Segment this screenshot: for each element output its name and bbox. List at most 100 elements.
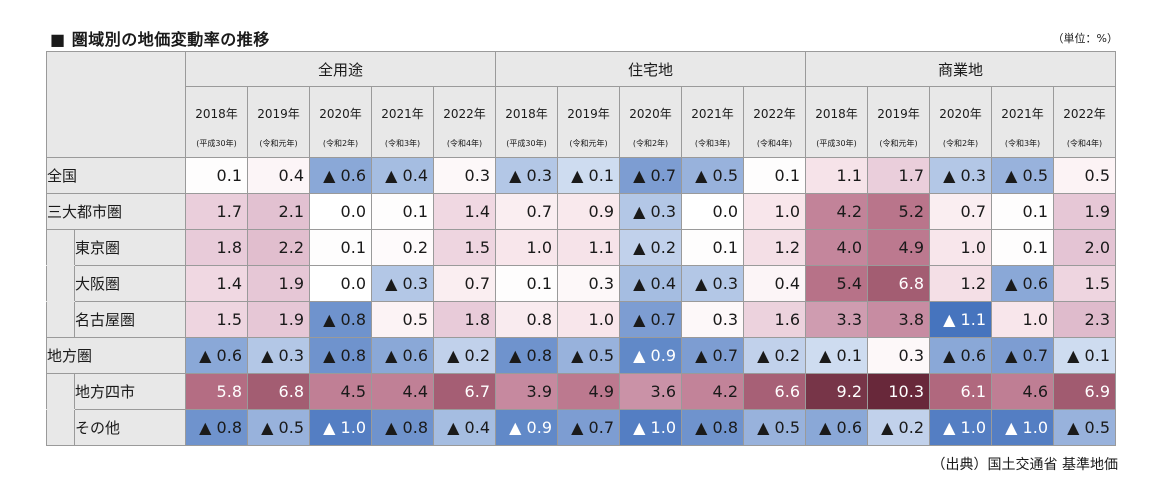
year-label: 2019年 — [257, 107, 300, 121]
value-cell: 5.4 — [805, 265, 868, 302]
era-label: (令和3年) — [694, 139, 731, 148]
value-cell: 1.5 — [1053, 265, 1116, 302]
value-cell: 1.0 — [929, 229, 992, 266]
year-header: 2019年 (令和元年) — [247, 86, 310, 158]
value-cell: 0.1 — [495, 265, 558, 302]
value-cell: ▲ 0.7 — [619, 301, 682, 338]
year-header: 2021年 (令和3年) — [991, 86, 1054, 158]
value-cell: 1.1 — [805, 157, 868, 194]
value-cell: 1.0 — [557, 301, 620, 338]
value-cell: 1.9 — [247, 265, 310, 302]
value-cell: 1.1 — [557, 229, 620, 266]
value-cell: 0.1 — [991, 229, 1054, 266]
value-cell: ▲ 0.6 — [805, 409, 868, 446]
value-cell: ▲ 0.2 — [743, 337, 806, 374]
era-label: (令和元年) — [259, 139, 298, 148]
value-cell: 4.5 — [309, 373, 372, 410]
value-cell: 3.3 — [805, 301, 868, 338]
header-corner — [46, 51, 186, 158]
value-cell: 6.1 — [929, 373, 992, 410]
value-cell: 6.6 — [743, 373, 806, 410]
year-label: 2022年 — [1063, 107, 1106, 121]
value-cell: 0.3 — [557, 265, 620, 302]
row-indent — [46, 301, 75, 338]
value-cell: ▲ 0.8 — [309, 337, 372, 374]
value-cell: ▲ 0.6 — [371, 337, 434, 374]
value-cell: 4.2 — [681, 373, 744, 410]
value-cell: 0.4 — [247, 157, 310, 194]
value-cell: 1.2 — [743, 229, 806, 266]
value-cell: ▲ 0.8 — [371, 409, 434, 446]
table-row: 大阪圏 1.4 1.9 0.0 ▲ 0.3 0.7 0.1 0.3 ▲ 0.4 ▲ 0.3 0.4 5… — [46, 265, 1116, 302]
value-cell: 3.8 — [867, 301, 930, 338]
value-cell: 4.9 — [557, 373, 620, 410]
year-label: 2021年 — [1001, 107, 1044, 121]
row-label: 三大都市圏 — [46, 193, 186, 230]
value-cell: ▲ 0.5 — [991, 157, 1054, 194]
value-cell: ▲ 0.7 — [557, 409, 620, 446]
value-cell: 1.0 — [991, 301, 1054, 338]
year-header-row: 2018年 (平成30年) 2019年 (令和元年) 2020年 (令和2年) 2021年 (… — [47, 86, 1116, 158]
value-cell: 4.0 — [805, 229, 868, 266]
value-cell: 0.4 — [743, 265, 806, 302]
value-cell: 0.7 — [495, 193, 558, 230]
source-note: （出典）国土交通省 基準地価 — [931, 457, 1118, 473]
value-cell: ▲ 0.7 — [681, 337, 744, 374]
value-cell: 9.2 — [805, 373, 868, 410]
value-cell: 1.0 — [743, 193, 806, 230]
table-row: 地方四市 5.8 6.8 4.5 4.4 6.7 3.9 4.9 3.6 4.2 6.6 9.2 10.… — [46, 373, 1116, 410]
value-cell: 1.5 — [185, 301, 248, 338]
value-cell: ▲ 0.3 — [495, 157, 558, 194]
value-cell: ▲ 0.6 — [991, 265, 1054, 302]
value-cell: 1.9 — [247, 301, 310, 338]
value-cell: 2.0 — [1053, 229, 1116, 266]
year-header: 2020年 (令和2年) — [929, 86, 992, 158]
value-cell: ▲ 0.4 — [433, 409, 496, 446]
year-label: 2021年 — [381, 107, 424, 121]
value-cell: ▲ 1.0 — [929, 409, 992, 446]
group-header: 商業地 — [805, 51, 1116, 87]
value-cell: 0.9 — [557, 193, 620, 230]
value-cell: 4.9 — [867, 229, 930, 266]
value-cell: ▲ 1.0 — [309, 409, 372, 446]
value-cell: 0.3 — [867, 337, 930, 374]
value-cell: 6.9 — [1053, 373, 1116, 410]
row-label: 東京圏 — [74, 229, 186, 266]
era-label: (令和4年) — [1066, 139, 1103, 148]
value-cell: ▲ 1.1 — [929, 301, 992, 338]
era-label: (令和4年) — [446, 139, 483, 148]
year-label: 2019年 — [567, 107, 610, 121]
era-label: (平成30年) — [816, 139, 857, 148]
value-cell: ▲ 1.0 — [991, 409, 1054, 446]
year-label: 2018年 — [815, 107, 858, 121]
value-cell: ▲ 0.2 — [867, 409, 930, 446]
value-cell: 5.8 — [185, 373, 248, 410]
row-label: 大阪圏 — [74, 265, 186, 302]
value-cell: ▲ 0.7 — [991, 337, 1054, 374]
value-cell: 0.2 — [371, 229, 434, 266]
year-label: 2022年 — [443, 107, 486, 121]
year-header: 2021年 (令和3年) — [371, 86, 434, 158]
value-cell: ▲ 0.6 — [929, 337, 992, 374]
value-cell: ▲ 0.8 — [495, 337, 558, 374]
table-row: 全国 0.1 0.4 ▲ 0.6 ▲ 0.4 0.3 ▲ 0.3 ▲ 0.1 ▲ 0.7 ▲ 0.… — [46, 157, 1116, 194]
row-label: 全国 — [46, 157, 186, 194]
year-header: 2018年 (平成30年) — [185, 86, 248, 158]
value-cell: ▲ 0.4 — [371, 157, 434, 194]
value-cell: 10.3 — [867, 373, 930, 410]
year-header: 2022年 (令和4年) — [1053, 86, 1116, 158]
year-label: 2020年 — [629, 107, 672, 121]
value-cell: 3.9 — [495, 373, 558, 410]
value-cell: 0.3 — [681, 301, 744, 338]
value-cell: ▲ 0.3 — [929, 157, 992, 194]
value-cell: ▲ 0.2 — [619, 229, 682, 266]
table-row: 地方圏 ▲ 0.6 ▲ 0.3 ▲ 0.8 ▲ 0.6 ▲ 0.2 ▲ 0.8 ▲ 0.5 ▲ … — [46, 337, 1116, 374]
land-price-table: 全用途 住宅地 商業地 2018年 (平成30年) 2019年 (令和元年) 2020年 (令和… — [46, 51, 1116, 446]
value-cell: 0.1 — [185, 157, 248, 194]
value-cell: ▲ 0.3 — [681, 265, 744, 302]
row-indent — [46, 265, 75, 302]
value-cell: 4.6 — [991, 373, 1054, 410]
year-header: 2018年 (平成30年) — [805, 86, 868, 158]
table-row: 三大都市圏 1.7 2.1 0.0 0.1 1.4 0.7 0.9 ▲ 0.3 0.0 1.0 4.2… — [46, 193, 1116, 230]
value-cell: ▲ 0.9 — [619, 337, 682, 374]
